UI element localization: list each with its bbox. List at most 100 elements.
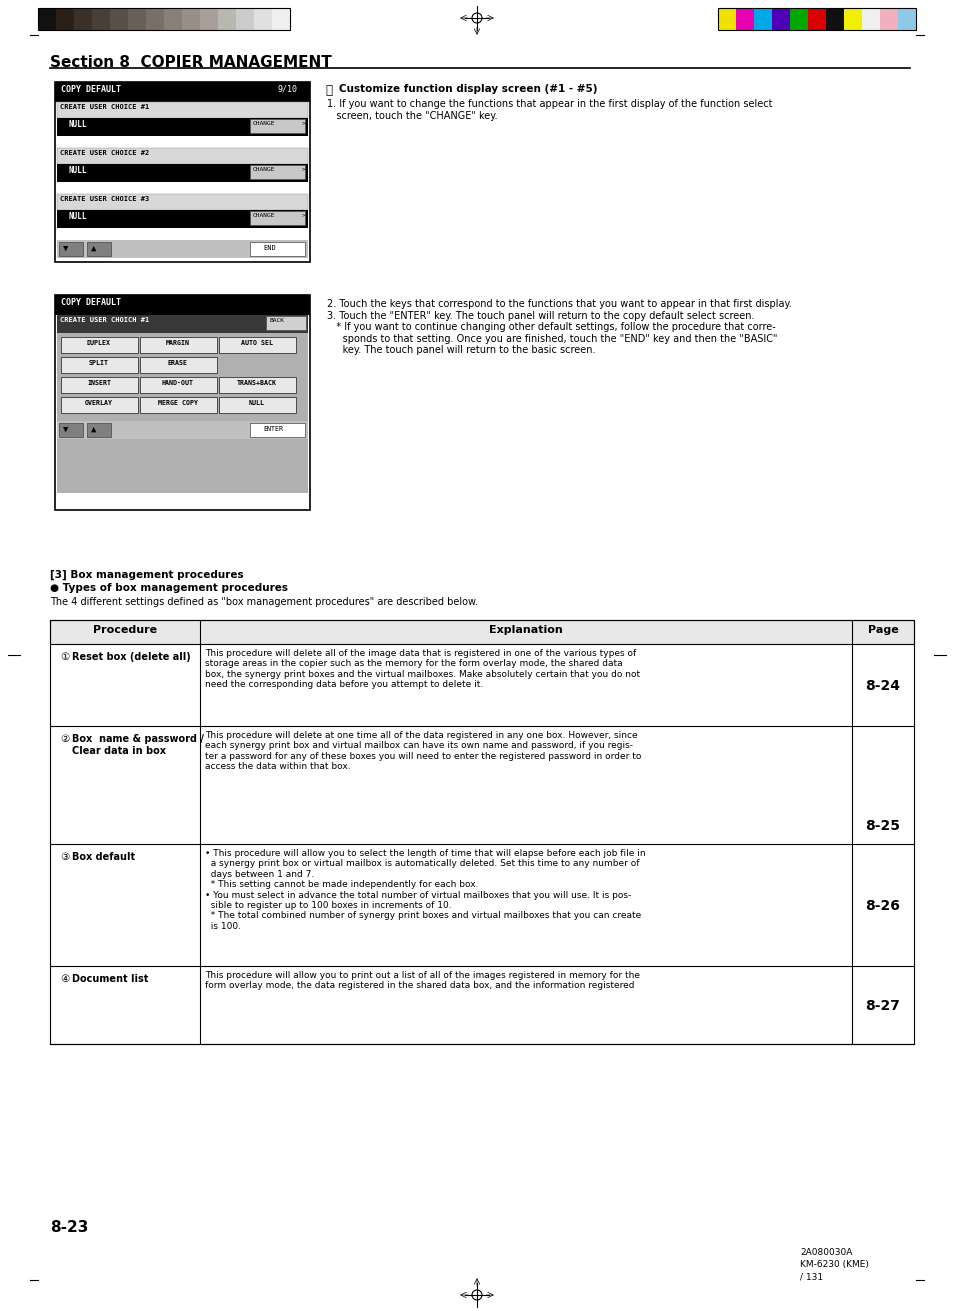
Text: >: > [302,121,305,126]
Bar [218,8,236,30]
Bar [266,316,306,330]
Bar [164,8,182,30]
Bar [182,8,200,30]
Text: 9/10: 9/10 [277,85,297,94]
Text: ②: ② [60,734,70,745]
Bar [57,315,308,333]
Text: AUTO SEL: AUTO SEL [241,340,273,346]
Text: END: END [263,245,275,250]
Bar [57,118,308,136]
Text: KM-6230 (KME): KM-6230 (KME) [800,1260,868,1269]
Bar [59,243,83,256]
Text: CREATE USER CHOICH #1: CREATE USER CHOICH #1 [60,317,149,323]
Text: Page: Page [866,625,898,635]
Text: Customize function display screen (#1 - #5): Customize function display screen (#1 - … [338,84,597,94]
Text: ▼: ▼ [63,425,69,434]
Bar [146,8,164,30]
Bar [57,210,308,228]
Bar [250,165,305,180]
Bar [272,8,291,30]
Bar [253,8,273,30]
Text: 8-24: 8-24 [864,679,900,694]
Text: ● Types of box management procedures: ● Types of box management procedures [50,583,288,593]
Bar [56,8,74,30]
Text: ▲: ▲ [91,244,96,253]
Bar [219,378,295,393]
Bar [862,8,880,30]
Text: ⓙ: ⓙ [325,84,332,97]
Bar [250,243,305,256]
Bar [235,8,254,30]
Text: NULL: NULL [69,212,88,222]
Text: SPLIT: SPLIT [89,361,109,366]
Bar [140,397,216,413]
Text: CHANGE: CHANGE [253,212,275,218]
Text: MERGE COPY: MERGE COPY [158,400,198,406]
Bar [219,397,295,413]
Text: Reset box (delete all): Reset box (delete all) [71,652,191,662]
Text: / 131: / 131 [800,1272,822,1281]
Text: This procedure will delete at one time all of the data registered in any one box: This procedure will delete at one time a… [205,732,640,771]
Bar [74,8,92,30]
Bar [57,102,308,118]
Text: ③: ③ [60,852,70,863]
Text: HAND-OUT: HAND-OUT [162,380,193,385]
Text: Explanation: Explanation [489,625,562,635]
Bar [55,83,310,262]
Text: 2A080030A: 2A080030A [800,1248,851,1257]
Text: 8-27: 8-27 [864,999,900,1013]
Bar [61,378,138,393]
Text: CREATE USER CHOICE #3: CREATE USER CHOICE #3 [60,197,149,202]
Text: 2. Touch the keys that correspond to the functions that you want to appear in th: 2. Touch the keys that correspond to the… [327,299,791,355]
Text: COPY DEFAULT: COPY DEFAULT [61,85,121,94]
Text: Section 8  COPIER MANAGEMENT: Section 8 COPIER MANAGEMENT [50,55,332,69]
Text: ④: ④ [60,974,70,985]
Bar [879,8,898,30]
Bar [59,423,83,437]
Bar [57,148,308,164]
Bar [250,211,305,225]
Bar [718,8,915,30]
Bar [219,337,295,353]
Text: ▲: ▲ [91,425,96,434]
Text: MARGIN: MARGIN [166,340,190,346]
Bar [50,620,913,1044]
Text: The 4 different settings defined as "box management procedures" are described be: The 4 different settings defined as "box… [50,597,477,607]
Text: • This procedure will allow you to select the length of time that will elapse be: • This procedure will allow you to selec… [205,850,645,931]
Text: DUPLEX: DUPLEX [87,340,111,346]
Text: CREATE USER CHOICE #2: CREATE USER CHOICE #2 [60,149,149,156]
Text: ①: ① [60,652,70,662]
Bar [57,421,308,439]
Text: NULL: NULL [69,166,88,174]
Text: OVERLAY: OVERLAY [85,400,112,406]
Bar [61,337,138,353]
Bar [61,357,138,374]
Bar [897,8,916,30]
Bar [110,8,129,30]
Text: NULL: NULL [249,400,265,406]
Bar [250,423,305,437]
Bar [825,8,843,30]
Text: BACK: BACK [270,319,285,323]
Text: 8-26: 8-26 [864,899,900,912]
Text: COPY DEFAULT: COPY DEFAULT [61,298,121,307]
Bar [57,240,308,258]
Text: Box default: Box default [71,852,135,863]
Text: TRANS+BACK: TRANS+BACK [236,380,276,385]
Bar [140,337,216,353]
Text: ▼: ▼ [63,244,69,253]
Text: CHANGE: CHANGE [253,121,275,126]
Bar [753,8,772,30]
Bar [50,620,913,644]
Bar [140,378,216,393]
Text: This procedure will allow you to print out a list of all of the images registere: This procedure will allow you to print o… [205,971,639,990]
Bar [55,295,310,510]
Bar [57,164,308,182]
Bar [718,8,736,30]
Bar [140,357,216,374]
Bar [128,8,147,30]
Text: CREATE USER CHOICE #1: CREATE USER CHOICE #1 [60,104,149,110]
Bar [807,8,825,30]
Bar [789,8,807,30]
Bar [843,8,862,30]
